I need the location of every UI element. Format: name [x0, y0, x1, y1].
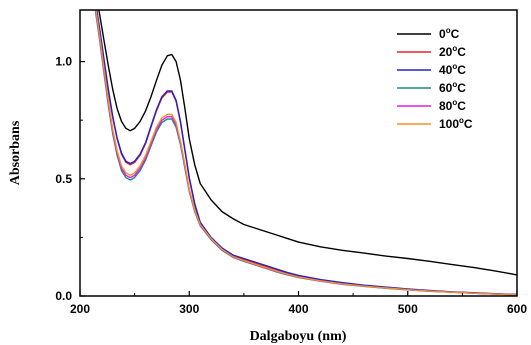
series-line-0 — [98, 10, 517, 276]
legend-label-5: 100oC — [439, 116, 473, 131]
y-axis: 0.0 0.5 1.0 — [55, 55, 85, 303]
x-tick-label: 400 — [288, 302, 308, 316]
x-axis-title: Dalgaboyu (nm) — [250, 329, 347, 344]
x-tick-label: 300 — [179, 302, 199, 316]
legend: 0oC 20oC 40oC 60oC 80oC 100oC — [397, 26, 473, 131]
series-line-5 — [95, 10, 517, 296]
legend-label-3: 60oC — [439, 80, 466, 95]
x-axis: 200 300 400 500 600 — [70, 291, 527, 316]
x-tick-label: 200 — [70, 302, 90, 316]
legend-label-2: 40oC — [439, 62, 466, 77]
series-layer — [94, 10, 517, 296]
y-axis-title: Absorbans — [8, 120, 23, 185]
legend-label-0: 0oC — [439, 26, 460, 41]
x-tick-label: 600 — [507, 302, 527, 316]
series-line-2 — [96, 10, 517, 296]
legend-label-1: 20oC — [439, 44, 466, 59]
y-tick-label: 1.0 — [55, 55, 72, 69]
y-tick-label: 0.5 — [55, 172, 72, 186]
legend-label-4: 80oC — [439, 98, 466, 113]
y-tick-label: 0.0 — [55, 289, 72, 303]
x-tick-label: 500 — [398, 302, 418, 316]
